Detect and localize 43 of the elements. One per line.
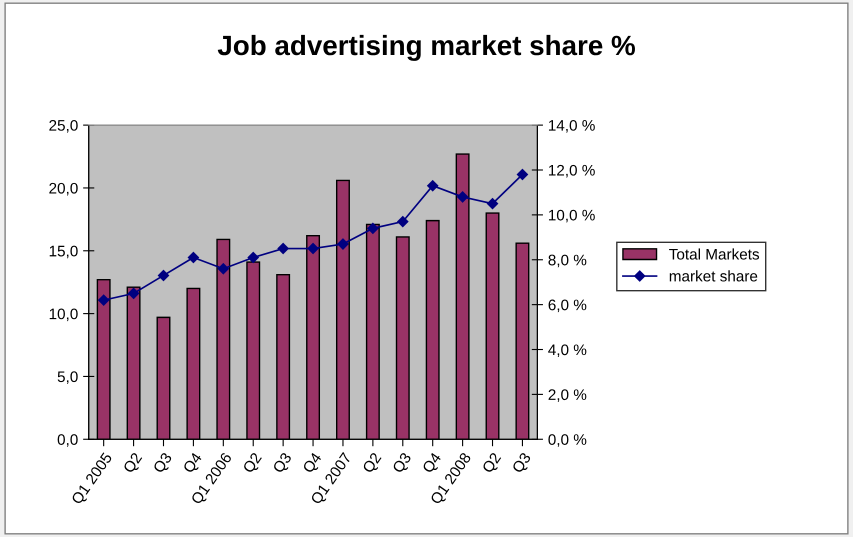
x-tick-label: Q4 xyxy=(302,452,324,476)
point xyxy=(98,294,110,306)
point xyxy=(278,242,289,254)
x-tick-label: Q2 xyxy=(242,452,264,476)
x-tick-label: Q3 xyxy=(511,452,534,476)
point xyxy=(158,270,170,282)
chart-title: Job advertising market share % xyxy=(218,34,635,61)
y-tick-label: 0,0 xyxy=(58,434,78,447)
y-tick-label: 15,0 xyxy=(50,246,78,258)
y-tick-label: 25,0 xyxy=(49,120,78,133)
point xyxy=(188,252,200,264)
point xyxy=(248,252,259,264)
x-tick-label: Q4 xyxy=(422,452,444,476)
x-tick-label: Q2 xyxy=(122,452,145,476)
y2-tick-label: 2,0 % xyxy=(548,389,586,402)
legend-label: market share xyxy=(670,270,758,282)
y2-tick-label: 14,0 % xyxy=(548,120,595,133)
y2-tick-label: 6,0 % xyxy=(548,300,586,312)
point xyxy=(486,198,498,210)
point xyxy=(516,168,528,180)
y-tick-label: 10,0 xyxy=(50,308,78,322)
point xyxy=(307,242,319,254)
y2-tick-label: 12,0 % xyxy=(548,164,595,178)
x-tick-label: Q3 xyxy=(392,452,414,476)
y2-tick-label: 10,0 % xyxy=(548,210,595,222)
y2-tick-label: 8,0 % xyxy=(548,254,586,268)
point xyxy=(218,263,229,274)
y-tick-label: 20,0 xyxy=(49,182,78,196)
y2-tick-label: 0,0 % xyxy=(548,434,586,447)
point xyxy=(397,216,408,228)
x-tick-label: Q3 xyxy=(272,452,294,476)
x-tick-label: Q2 xyxy=(482,452,504,476)
point xyxy=(427,180,438,192)
point xyxy=(367,222,378,234)
x-tick-label: Q2 xyxy=(362,452,384,476)
x-tick-label: Q3 xyxy=(152,452,175,476)
legend-label: Total Markets xyxy=(669,248,760,260)
x-tick-label: Q4 xyxy=(182,452,205,476)
y2-tick-label: 4,0 % xyxy=(548,344,586,357)
point xyxy=(128,288,140,300)
point xyxy=(457,191,468,203)
y-tick-label: 5,0 xyxy=(58,371,78,384)
point xyxy=(337,238,349,250)
